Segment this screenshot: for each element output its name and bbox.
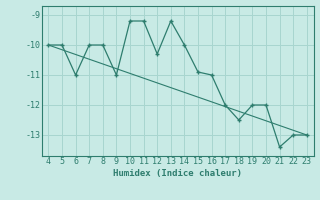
X-axis label: Humidex (Indice chaleur): Humidex (Indice chaleur) — [113, 169, 242, 178]
